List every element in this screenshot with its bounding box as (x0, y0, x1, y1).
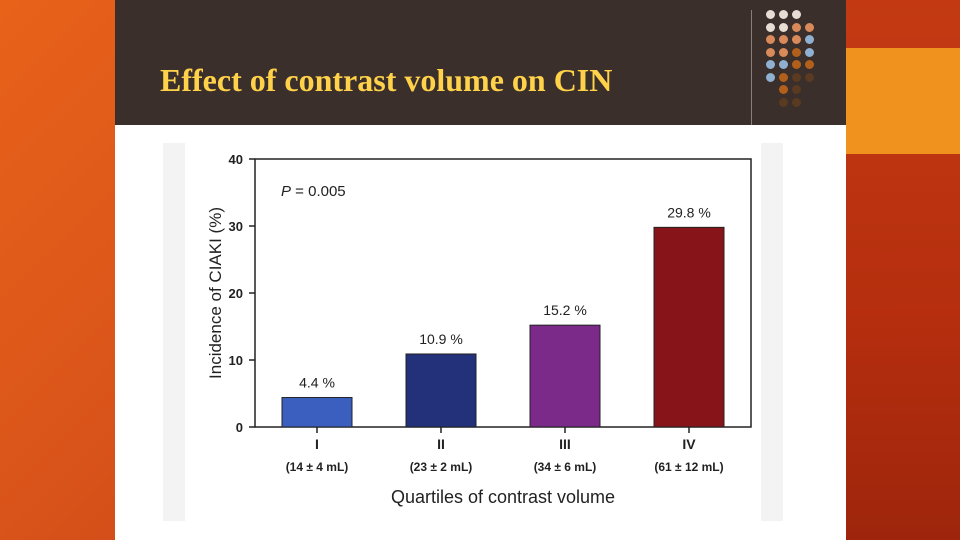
decorative-dot (792, 47, 801, 57)
decorative-dot (779, 10, 788, 19)
bar-value-label: 15.2 % (543, 302, 587, 318)
decorative-dot (805, 35, 814, 44)
x-tick-sublabel: (34 ± 6 mL) (534, 460, 597, 474)
decorative-dot (792, 72, 801, 82)
decorative-dot (805, 72, 814, 82)
chart-frame: 0 10 20 30 40 Incidence of CIAKI (%) 4.4 % I (14… (163, 143, 783, 521)
x-axis-label: Quartiles of contrast volume (391, 487, 615, 507)
slide-title: Effect of contrast volume on CIN (160, 62, 613, 98)
decorative-dot (779, 72, 788, 82)
decorative-dot (792, 97, 801, 107)
bar-value-label: 4.4 % (299, 375, 335, 391)
decorative-dot (766, 35, 775, 44)
p-value-annotation: P = 0.005 (281, 183, 346, 200)
decorative-dot (792, 35, 801, 44)
x-tick-sublabel: (61 ± 12 mL) (654, 460, 723, 474)
decorative-dot (792, 22, 801, 32)
bar-value-label: 10.9 % (419, 331, 463, 347)
bar-chart: 0 10 20 30 40 Incidence of CIAKI (%) 4.4 % I (14… (206, 152, 752, 507)
decorative-dot (766, 22, 775, 32)
bar (529, 324, 601, 428)
x-tick-label: I (315, 436, 319, 452)
y-tick-label: 0 (236, 420, 243, 435)
decorative-dot (766, 72, 775, 82)
decorative-dot (779, 47, 788, 57)
y-tick-label: 10 (229, 353, 243, 368)
title-divider (751, 10, 752, 125)
slide: Effect of contrast volume on CIN 0 10 20 30… (115, 0, 846, 540)
decorative-dot (779, 60, 788, 69)
decorative-dot (766, 47, 775, 57)
chart-area: 0 10 20 30 40 Incidence of CIAKI (%) 4.4 % I (14… (185, 143, 761, 521)
decorative-dot (766, 60, 775, 69)
p-value-symbol: P (281, 183, 291, 200)
decorative-dot (805, 47, 814, 57)
decorative-dot (792, 85, 801, 94)
decorative-dot (805, 60, 814, 69)
x-tick-sublabel: (23 ± 2 mL) (410, 460, 473, 474)
decorative-dot (766, 10, 775, 19)
accent-bar (846, 48, 960, 154)
bar (653, 226, 725, 428)
decorative-dot (792, 10, 801, 19)
decorative-dot (779, 97, 788, 107)
bar (281, 397, 353, 428)
decorative-dot (779, 22, 788, 32)
title-band: Effect of contrast volume on CIN (115, 0, 846, 125)
x-tick-label: III (559, 436, 571, 452)
p-value-text: = 0.005 (291, 183, 346, 200)
decorative-dot-grid (766, 10, 836, 110)
y-axis-label: Incidence of CIAKI (%) (206, 207, 225, 379)
decorative-dot (779, 85, 788, 94)
y-tick-label: 30 (229, 219, 243, 234)
y-tick-label: 20 (229, 286, 243, 301)
x-tick-sublabel: (14 ± 4 mL) (286, 460, 349, 474)
bar-value-label: 29.8 % (667, 204, 711, 220)
y-tick-label: 40 (229, 152, 243, 167)
decorative-dot (779, 35, 788, 44)
decorative-dot (805, 22, 814, 32)
decorative-dot (792, 60, 801, 69)
bar (405, 353, 477, 428)
x-tick-label: IV (682, 436, 696, 452)
x-tick-label: II (437, 436, 445, 452)
